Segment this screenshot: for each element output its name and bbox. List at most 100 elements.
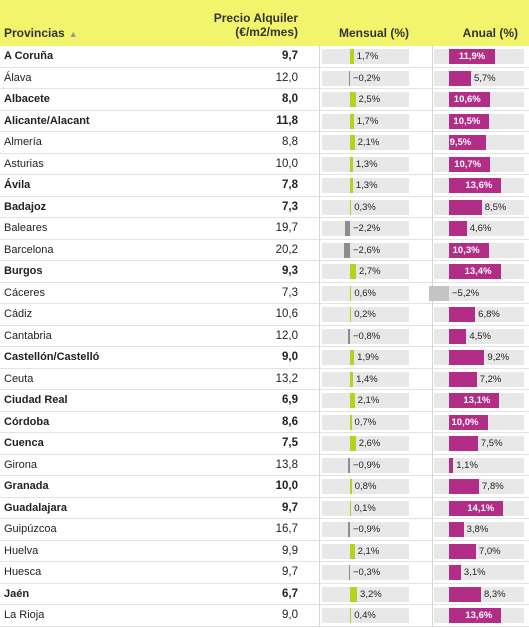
province-name: La Rioja — [4, 609, 45, 621]
rent-price: 8,8 — [282, 136, 298, 148]
table-row[interactable]: Guadalajara 9,7 0,1% 14,1% — [0, 497, 529, 519]
table-row[interactable]: Burgos 9,3 2,7% 13,4% — [0, 261, 529, 283]
table-row[interactable]: Asturias 10,0 1,3% 10,7% — [0, 153, 529, 175]
table-row[interactable]: Albacete 8,0 2,5% 10,6% — [0, 89, 529, 111]
monthly-bar-track: 1,4% — [322, 371, 409, 387]
annual-change-label: 7,0% — [478, 545, 501, 557]
table-row[interactable]: Jaén 6,7 3,2% 8,3% — [0, 583, 529, 605]
column-divider — [432, 540, 433, 562]
rent-price: 13,8 — [275, 458, 298, 471]
table-row[interactable]: Huesca 9,7 −0,3% 3,1% — [0, 562, 529, 584]
table-row[interactable]: Ciudad Real 6,9 2,1% 13,1% — [0, 390, 529, 412]
table-row[interactable]: Alicante/Alacant 11,8 1,7% 10,5% — [0, 110, 529, 132]
column-divider — [319, 497, 320, 519]
monthly-change-label: −0,9% — [353, 459, 381, 471]
annual-change-bar — [449, 543, 476, 559]
table-row[interactable]: Huelva 9,9 2,1% 7,0% — [0, 540, 529, 562]
monthly-change-label: 2,5% — [358, 94, 381, 105]
table-row[interactable]: Girona 13,8 −0,9% 1,1% — [0, 454, 529, 476]
rent-price: 13,2 — [275, 372, 298, 385]
column-divider — [319, 562, 320, 584]
column-divider — [432, 304, 433, 326]
column-header-annual[interactable]: Anual (%) — [462, 26, 518, 40]
province-name: Ciudad Real — [4, 394, 68, 406]
rent-price: 8,6 — [282, 415, 298, 428]
monthly-change-label: 3,2% — [360, 588, 382, 600]
table-row[interactable]: Castellón/Castelló 9,0 1,9% 9,2% — [0, 347, 529, 369]
monthly-bar-track: −0,8% — [322, 328, 409, 344]
monthly-change-bar — [348, 70, 350, 86]
monthly-change-bar — [350, 307, 352, 322]
table-row[interactable]: Cáceres 7,3 0,6% −5,2% — [0, 282, 529, 304]
monthly-bar-track: 1,7% — [322, 113, 409, 129]
monthly-change-bar — [350, 414, 352, 430]
column-header-monthly[interactable]: Mensual (%) — [338, 26, 409, 40]
table-row[interactable]: Badajoz 7,3 0,3% 8,5% — [0, 196, 529, 218]
monthly-change-label: 1,7% — [356, 51, 379, 62]
annual-change-label: 5,7% — [473, 72, 496, 84]
table-row[interactable]: Cádiz 10,6 0,2% 6,8% — [0, 304, 529, 326]
annual-change-bar — [449, 156, 491, 172]
table-row[interactable]: Baleares 19,7 −2,2% 4,6% — [0, 218, 529, 240]
monthly-change-label: −0,9% — [353, 524, 381, 535]
province-name: Asturias — [4, 157, 44, 170]
table-row[interactable]: Guipúzcoa 16,7 −0,9% 3,8% — [0, 519, 529, 541]
table-row[interactable]: Ávila 7,8 1,3% 13,6% — [0, 175, 529, 197]
column-divider — [432, 89, 433, 111]
monthly-change-label: 0,8% — [354, 481, 377, 492]
rent-price: 7,3 — [282, 200, 298, 213]
monthly-bar-track: 1,3% — [322, 178, 409, 193]
rent-price: 9,7 — [282, 50, 298, 62]
column-divider — [319, 411, 320, 433]
rent-price: 10,0 — [275, 157, 298, 170]
column-header-price[interactable]: Precio Alquiler (€/m2/mes) — [214, 11, 298, 39]
column-divider — [432, 347, 433, 369]
annual-change-bar — [449, 135, 486, 150]
annual-change-label: 14,1% — [467, 502, 495, 514]
annual-bar-track: 14,1% — [434, 500, 524, 516]
province-name: Jaén — [4, 587, 30, 600]
table-row[interactable]: Ceuta 13,2 1,4% 7,2% — [0, 368, 529, 390]
column-divider — [319, 325, 320, 347]
column-header-price-line2: (€/m2/mes) — [235, 25, 298, 39]
column-divider — [319, 218, 320, 240]
rent-price: 6,7 — [282, 587, 298, 600]
table-row[interactable]: Córdoba 8,6 0,7% 10,0% — [0, 411, 529, 433]
table-row[interactable]: A Coruña 9,7 1,7% 11,9% — [0, 46, 529, 68]
monthly-change-bar — [350, 92, 356, 107]
monthly-bar-track: 0,8% — [322, 479, 409, 494]
annual-bar-track: 10,6% — [434, 92, 524, 107]
table-row[interactable]: Cuenca 7,5 2,6% 7,5% — [0, 433, 529, 455]
annual-bar-track: 7,8% — [434, 479, 524, 494]
table-row[interactable]: Álava 12,0 −0,2% 5,7% — [0, 67, 529, 89]
province-name: Granada — [4, 480, 49, 492]
annual-bar-track: 10,5% — [434, 113, 524, 129]
annual-bar-track: 7,0% — [434, 543, 524, 559]
rent-price: 7,3 — [282, 286, 298, 299]
monthly-bar-track: 2,1% — [322, 393, 409, 408]
column-divider — [432, 132, 433, 154]
table-row[interactable]: La Rioja 9,0 0,4% 13,6% — [0, 605, 529, 627]
annual-bar-track: 7,5% — [434, 436, 524, 451]
monthly-change-bar — [350, 178, 353, 193]
column-header-provinces[interactable]: Provincias ▲ — [4, 26, 78, 40]
annual-change-label: 7,8% — [482, 481, 504, 492]
table-row[interactable]: Granada 10,0 0,8% 7,8% — [0, 476, 529, 498]
annual-bar-track: 10,0% — [434, 414, 524, 430]
monthly-bar-track: 2,7% — [322, 264, 409, 279]
annual-bar-track: 8,3% — [434, 586, 524, 602]
table-row[interactable]: Barcelona 20,2 −2,6% 10,3% — [0, 239, 529, 261]
column-divider — [319, 583, 320, 605]
annual-change-label: 13,4% — [464, 266, 492, 277]
province-name: Cádiz — [4, 308, 33, 320]
rent-price: 7,5 — [282, 437, 298, 449]
column-divider — [319, 132, 320, 154]
annual-change-bar — [449, 178, 502, 193]
sort-ascending-icon[interactable]: ▲ — [68, 29, 78, 39]
table-row[interactable]: Cantabria 12,0 −0,8% 4,5% — [0, 325, 529, 347]
table-row[interactable]: Almería 8,8 2,1% 9,5% — [0, 132, 529, 154]
monthly-bar-track: −2,6% — [322, 242, 409, 258]
column-divider — [432, 196, 433, 218]
column-divider — [319, 239, 320, 261]
column-divider — [432, 325, 433, 347]
